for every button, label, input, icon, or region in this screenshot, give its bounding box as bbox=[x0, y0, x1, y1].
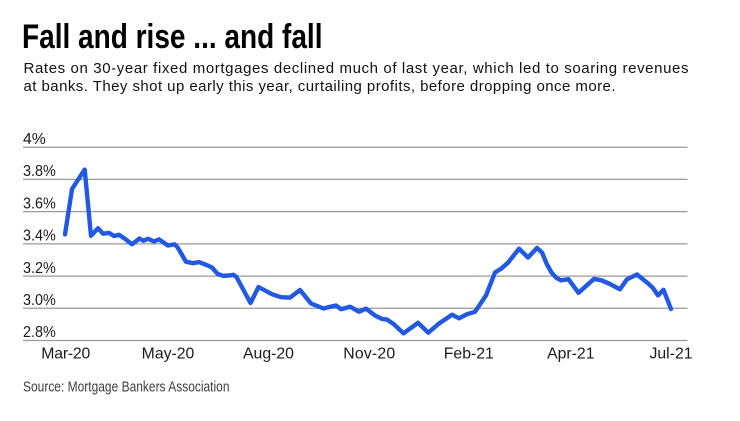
svg-text:3.6%: 3.6% bbox=[23, 195, 56, 212]
svg-text:Mar-20: Mar-20 bbox=[41, 345, 90, 362]
svg-text:Apr-21: Apr-21 bbox=[547, 345, 595, 362]
svg-text:Aug-20: Aug-20 bbox=[243, 345, 294, 362]
svg-text:Rates on 30-year fixed mortgag: Rates on 30-year fixed mortgages decline… bbox=[24, 60, 689, 77]
svg-text:4%: 4% bbox=[23, 131, 46, 148]
svg-text:3.0%: 3.0% bbox=[23, 292, 56, 309]
svg-text:Source: Mortgage Bankers Assoc: Source: Mortgage Bankers Association bbox=[23, 380, 230, 396]
svg-text:3.2%: 3.2% bbox=[23, 260, 56, 277]
svg-text:May-20: May-20 bbox=[142, 345, 195, 362]
svg-text:3.8%: 3.8% bbox=[23, 163, 56, 180]
svg-text:at banks. They shot up early t: at banks. They shot up early this year, … bbox=[24, 78, 616, 95]
svg-text:3.4%: 3.4% bbox=[23, 228, 56, 245]
svg-text:Fall and rise ... and fall: Fall and rise ... and fall bbox=[22, 18, 323, 56]
svg-text:Jul-21: Jul-21 bbox=[649, 345, 692, 362]
svg-text:Feb-21: Feb-21 bbox=[444, 345, 494, 362]
svg-text:2.8%: 2.8% bbox=[23, 324, 56, 341]
svg-text:Nov-20: Nov-20 bbox=[343, 345, 395, 362]
